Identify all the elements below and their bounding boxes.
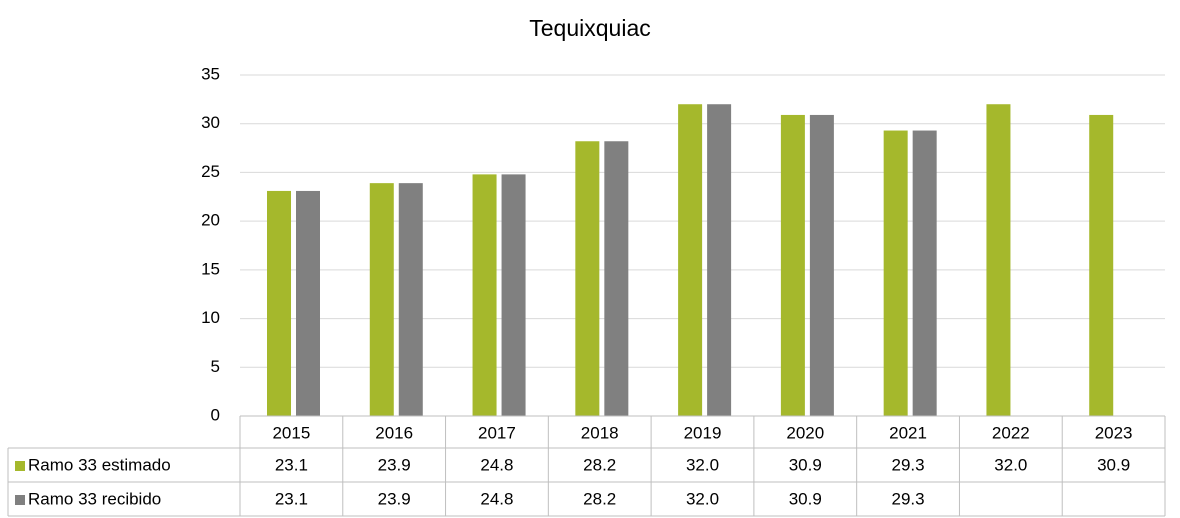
bar: [678, 104, 703, 416]
data-label: 32.0: [994, 455, 1027, 474]
legend-label: Ramo 33 estimado: [28, 455, 171, 474]
y-tick-label: 35: [201, 64, 220, 83]
data-label: 23.9: [378, 455, 411, 474]
x-tick-label: 2018: [581, 423, 619, 442]
bar: [501, 174, 526, 416]
bar: [809, 114, 834, 417]
chart-title: Tequixquiac: [529, 15, 650, 41]
x-tick-label: 2017: [478, 423, 516, 442]
x-tick-label: 2019: [684, 423, 722, 442]
x-tick-label: 2023: [1095, 423, 1133, 442]
bar: [604, 141, 629, 416]
y-tick-label: 20: [201, 211, 220, 230]
data-label: 28.2: [583, 455, 616, 474]
data-label: 24.8: [480, 455, 513, 474]
x-tick-label: 2022: [992, 423, 1030, 442]
data-label: 28.2: [583, 489, 616, 508]
data-label: 32.0: [686, 455, 719, 474]
y-tick-label: 10: [201, 308, 220, 327]
bar: [912, 130, 937, 416]
x-tick-label: 2020: [786, 423, 824, 442]
bar: [472, 174, 497, 416]
bar: [398, 183, 423, 416]
y-tick-label: 15: [201, 259, 220, 278]
x-tick-label: 2015: [272, 423, 310, 442]
data-label: 30.9: [789, 455, 822, 474]
bar: [986, 104, 1011, 416]
data-label: 23.1: [275, 455, 308, 474]
bar: [883, 130, 908, 416]
bar: [369, 183, 394, 416]
x-tick-label: 2021: [889, 423, 927, 442]
data-label: 30.9: [1097, 455, 1130, 474]
data-label: 29.3: [892, 455, 925, 474]
data-label: 24.8: [480, 489, 513, 508]
legend-swatch: [15, 461, 25, 471]
legend-swatch: [15, 495, 25, 505]
bar: [575, 141, 600, 416]
bar: [707, 104, 732, 416]
data-label: 29.3: [892, 489, 925, 508]
bar: [296, 190, 320, 416]
data-label: 30.9: [789, 489, 822, 508]
bar: [1089, 114, 1114, 417]
data-label: 23.9: [378, 489, 411, 508]
x-tick-label: 2016: [375, 423, 413, 442]
legend-label: Ramo 33 recibido: [28, 489, 161, 508]
y-tick-label: 0: [211, 405, 220, 424]
y-tick-label: 5: [211, 357, 220, 376]
bar: [267, 190, 291, 416]
bar: [780, 114, 805, 417]
y-tick-label: 25: [201, 162, 220, 181]
y-tick-label: 30: [201, 113, 220, 132]
data-label: 32.0: [686, 489, 719, 508]
data-label: 23.1: [275, 489, 308, 508]
